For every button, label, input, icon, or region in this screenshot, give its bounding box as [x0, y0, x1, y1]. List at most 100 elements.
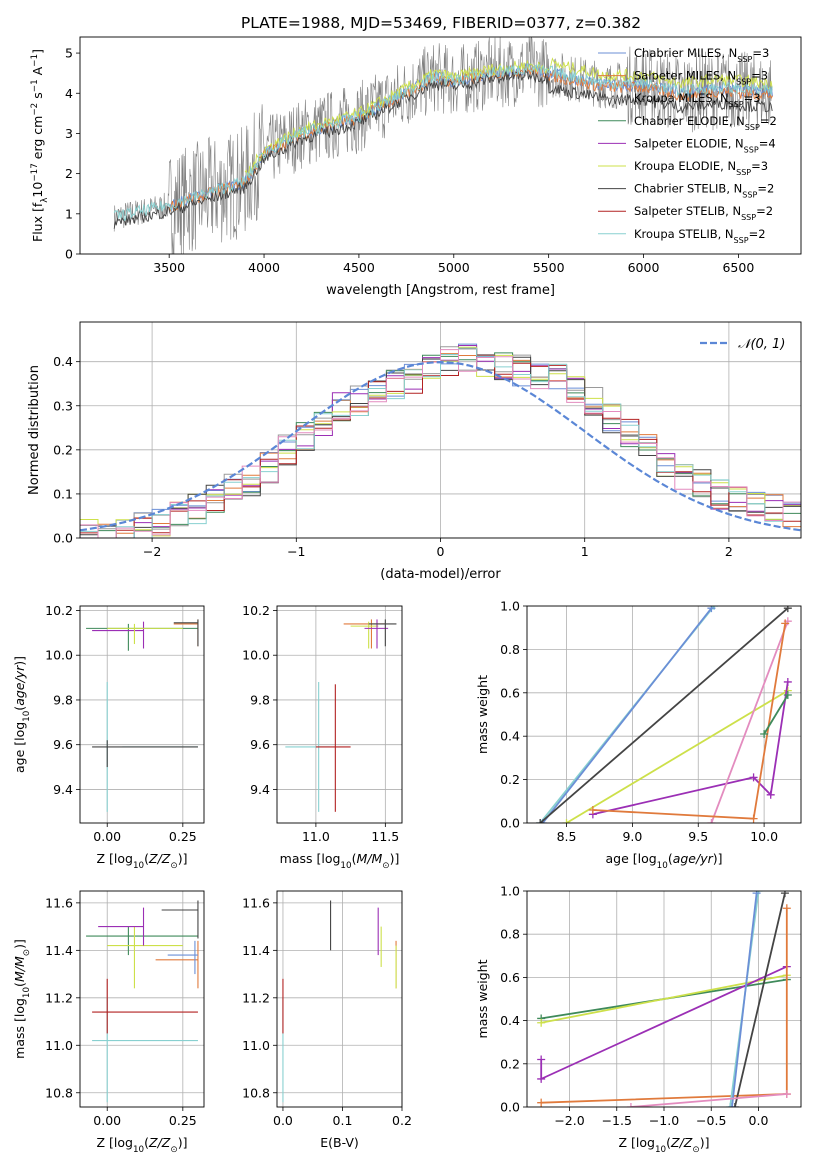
weight-marker-salpeter_elodie: [537, 1074, 546, 1083]
weight-line-kroupa_elodie: [566, 689, 789, 823]
y-tick-label: 1.0: [500, 599, 520, 614]
weight-marker-salpeter_miles: [782, 904, 791, 913]
panel-age-vs-mass: 11.0 11.5 9.4 9.6 9.8 10.0 10.2 mass [log10(M/M…: [242, 603, 403, 871]
x-tick-label: 0.0: [749, 1113, 769, 1128]
x-tick-label: −1.0: [649, 1113, 679, 1128]
x-tick-label: 5000: [438, 260, 470, 275]
y-tick-label: 11.6: [242, 895, 270, 910]
x-tick-label: 0.25: [169, 829, 197, 844]
x-tick-label: 9.5: [688, 829, 708, 844]
weight-line-pink: [710, 620, 789, 823]
x-tick-label: 11.0: [302, 829, 330, 844]
y-tick-label: 10.2: [242, 603, 270, 618]
y-tick-label: 11.6: [45, 895, 73, 910]
x-axis-label: wavelength [Angstrom, rest frame]: [326, 283, 555, 298]
weight-marker-chabrier_stelib: [780, 891, 789, 898]
weight-marker-salpeter_miles: [588, 805, 597, 814]
legend-entry-chabrier_stelib: Chabrier STELIB, NSSP=2: [634, 182, 774, 200]
model-spectrum-chabrier_stelib: [113, 67, 773, 229]
weight-line-chabrier_miles: [542, 607, 713, 823]
x-tick-label: 2: [725, 544, 733, 559]
x-axis-label: age [log10(age/yr)]: [605, 851, 722, 871]
y-tick-label: 9.8: [53, 692, 73, 707]
x-axis-label: mass [log10(M/M⊙)]: [280, 851, 400, 871]
y-tick-label: 11.0: [45, 1038, 73, 1053]
x-tick-label: 0.25: [169, 1113, 197, 1128]
x-tick-label: 9.0: [622, 829, 642, 844]
weight-marker-chabrier_elodie: [783, 690, 792, 699]
y-tick-label: 11.4: [242, 943, 270, 958]
figure-title: PLATE=1988, MJD=53469, FIBERID=0377, z=0…: [241, 14, 641, 32]
x-axis-label: Z [log10(Z/Z⊙)]: [97, 1135, 188, 1155]
plot-area-mass-vs-Z: [80, 891, 204, 1107]
spectrum-data-line: [113, 37, 773, 254]
model-spectrum-salpeter_miles: [168, 64, 773, 212]
axes-frame: [276, 605, 403, 824]
y-tick-label: 0.2: [53, 442, 73, 457]
axes-frame: [276, 890, 403, 1108]
weight-line-chabrier_stelib: [539, 607, 789, 823]
x-tick-label: 5500: [533, 260, 565, 275]
plot-area-mass-vs-ebv: [277, 891, 402, 1107]
y-tick-label: 0.6: [500, 970, 520, 985]
plot-area-age-vs-mass: [277, 606, 402, 823]
x-tick-label: 0.00: [93, 1113, 121, 1128]
weight-marker-chabrier_stelib: [536, 819, 545, 823]
x-tick-label: 6000: [628, 260, 660, 275]
panel-age-vs-Z: 0.00 0.25 9.4 9.6 9.8 10.0 10.2 Z [log10(Z/Z⊙)]…: [12, 603, 205, 871]
weight-line-salpeter_elodie: [592, 681, 789, 816]
weight-marker-pink: [626, 1103, 635, 1107]
plot-area-spectrum: [113, 37, 773, 254]
y-tick-label: 0: [65, 247, 73, 262]
y-axis-label: mass weight: [475, 959, 490, 1038]
axes-frame: [526, 605, 802, 824]
y-tick-label: 0.2: [500, 772, 520, 787]
x-tick-label: 11.5: [371, 829, 399, 844]
panel-spectrum: 3500 4000 4500 5000 5500 6000 6500 0 1 2 3 4 5 wavele…: [30, 36, 802, 298]
axes-frame: [79, 890, 205, 1108]
panel-weight-vs-age: 8.5 9.0 9.5 10.0 0.0 0.2 0.4 0.6 0.8 1.0 age [log1…: [475, 599, 802, 871]
x-axis-label: E(B-V): [320, 1135, 359, 1150]
weight-marker-kroupa_elodie: [562, 819, 571, 823]
weight-marker-chabrier_stelib: [730, 1103, 739, 1107]
weight-marker-chabrier_miles: [707, 606, 716, 613]
y-tick-label: 4: [65, 86, 73, 101]
x-tick-label: 0.0: [273, 1113, 293, 1128]
y-tick-label: 11.4: [45, 943, 73, 958]
weight-line-pink: [630, 1093, 787, 1107]
x-tick-label: −2: [143, 544, 161, 559]
x-tick-label: −1: [287, 544, 305, 559]
model-spectrum-kroupa_stelib: [113, 63, 773, 222]
weight-line-chabrier_miles: [731, 893, 758, 1107]
x-tick-label: 10.0: [750, 829, 778, 844]
weight-marker-chabrier_stelib: [783, 606, 792, 613]
weight-marker-salpeter_elodie: [783, 677, 792, 686]
weight-marker-pink: [782, 1090, 791, 1099]
y-tick-label: 10.8: [45, 1085, 73, 1100]
y-axis-label: mass [log10(M/M⊙)]: [12, 939, 32, 1059]
x-tick-label: 0.00: [93, 829, 121, 844]
legend-entry-normal: 𝒩(0, 1): [738, 337, 785, 352]
panel-mass-vs-ebv: 0.0 0.1 0.2 10.8 11.0 11.2 11.4 11.6 E(B-V): [242, 890, 412, 1150]
y-tick-label: 0.1: [53, 486, 73, 501]
y-axis-label: Flux [fλ10−17 erg cm−2 s−1 A−1]: [30, 49, 50, 242]
legend-entry-kroupa_stelib: Kroupa STELIB, NSSP=2: [634, 227, 766, 245]
x-axis-label: Z [log10(Z/Z⊙)]: [97, 851, 188, 871]
legend-entry-salpeter_stelib: Salpeter STELIB, NSSP=2: [634, 204, 773, 222]
weight-line-chabrier_stelib: [734, 892, 786, 1107]
weight-marker-kroupa_elodie: [537, 1018, 546, 1027]
y-tick-label: 9.8: [250, 692, 270, 707]
x-tick-label: 6500: [722, 260, 754, 275]
weight-marker-chabrier_miles: [728, 1103, 737, 1107]
y-tick-label: 11.2: [242, 990, 270, 1005]
legend-entry-kroupa_elodie: Kroupa ELODIE, NSSP=3: [634, 159, 768, 177]
y-axis-label: mass weight: [475, 675, 490, 754]
legend-entry-chabrier_elodie: Chabrier ELODIE, NSSP=2: [634, 114, 777, 132]
weight-marker-kroupa_stelib: [726, 1103, 735, 1107]
weight-line-chabrier_elodie: [763, 694, 789, 735]
x-tick-label: 0: [437, 544, 445, 559]
y-tick-label: 9.6: [250, 737, 270, 752]
y-tick-label: 10.8: [242, 1085, 270, 1100]
y-tick-label: 0.8: [500, 642, 520, 657]
